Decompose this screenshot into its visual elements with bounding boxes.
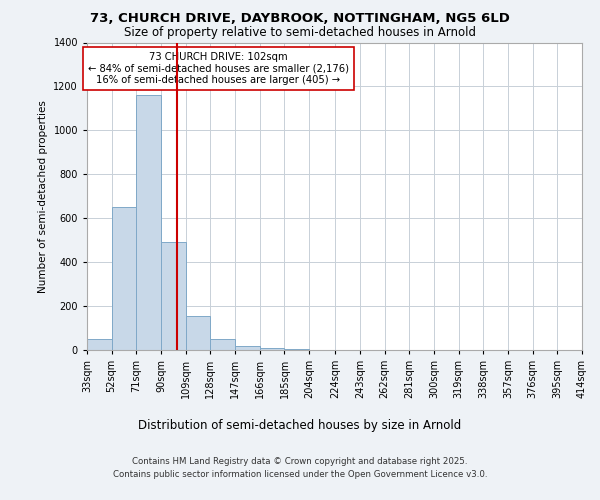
Text: Size of property relative to semi-detached houses in Arnold: Size of property relative to semi-detach… <box>124 26 476 39</box>
Text: Contains HM Land Registry data © Crown copyright and database right 2025.: Contains HM Land Registry data © Crown c… <box>132 457 468 466</box>
Text: Distribution of semi-detached houses by size in Arnold: Distribution of semi-detached houses by … <box>139 420 461 432</box>
Text: 73, CHURCH DRIVE, DAYBROOK, NOTTINGHAM, NG5 6LD: 73, CHURCH DRIVE, DAYBROOK, NOTTINGHAM, … <box>90 12 510 26</box>
Bar <box>260 348 284 350</box>
Bar <box>87 338 112 350</box>
Bar <box>284 349 309 350</box>
Bar <box>235 346 260 350</box>
Bar <box>112 207 136 350</box>
Bar <box>161 242 186 350</box>
Bar <box>136 95 161 350</box>
Bar <box>186 316 211 350</box>
Bar <box>211 339 235 350</box>
Text: 73 CHURCH DRIVE: 102sqm
← 84% of semi-detached houses are smaller (2,176)
16% of: 73 CHURCH DRIVE: 102sqm ← 84% of semi-de… <box>88 52 349 85</box>
Text: Contains public sector information licensed under the Open Government Licence v3: Contains public sector information licen… <box>113 470 487 479</box>
Y-axis label: Number of semi-detached properties: Number of semi-detached properties <box>38 100 48 292</box>
